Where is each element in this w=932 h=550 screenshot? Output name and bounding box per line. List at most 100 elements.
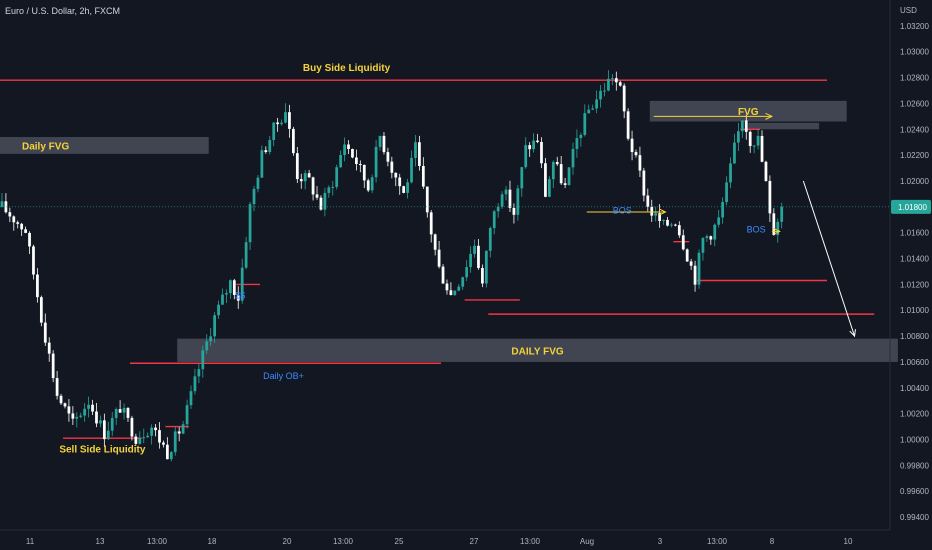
candle-body [445, 283, 449, 291]
candle-body [693, 265, 697, 285]
x-tick-label: 20 [283, 537, 292, 546]
candle-body [142, 437, 146, 439]
candle-body [630, 138, 634, 153]
y-tick-label: 1.01200 [900, 280, 929, 289]
candle-body [780, 206, 784, 222]
candle-body [185, 405, 189, 425]
bos-label-2: BOS [747, 225, 766, 235]
candle-body [646, 195, 650, 207]
candle-body [79, 415, 83, 417]
candle-body [638, 155, 642, 171]
candle-body [737, 131, 740, 143]
candle-body [268, 139, 272, 153]
candle-body [24, 229, 27, 233]
y-tick-label: 1.02800 [900, 74, 929, 83]
price-axis[interactable]: 1.03200 1.03000 1.02800 1.02600 1.02400 1.022… [900, 22, 929, 522]
candle-body [595, 99, 598, 109]
candle-body [158, 430, 161, 443]
candle-body [99, 420, 102, 424]
candle-body [154, 427, 157, 431]
candle-body [516, 188, 520, 215]
candle-body [264, 150, 268, 153]
y-tick-label: 0.99800 [900, 461, 929, 470]
candle-body [500, 194, 504, 207]
candle-body [744, 120, 748, 132]
x-tick-label: 27 [470, 537, 479, 546]
candle-body [547, 179, 551, 197]
time-axis[interactable]: 11 13 13:00 18 20 13:00 25 27 13:00 Aug 3 13:00 8 10 [26, 537, 853, 546]
candle-body [504, 189, 508, 195]
candle-body [402, 186, 406, 193]
x-tick-label: 8 [770, 537, 775, 546]
fvg-right-small-zone [748, 122, 820, 130]
candle-body [370, 177, 374, 191]
y-tick-label: 1.02400 [900, 125, 929, 134]
candle-body [662, 219, 665, 222]
candle-body [339, 155, 343, 168]
daily-ob-label: Daily OB+ [263, 371, 304, 381]
buy-side-liquidity-label: Buy Side Liquidity [303, 63, 391, 74]
candle-body [764, 161, 768, 181]
candle-body [303, 173, 307, 182]
currency-label: USD [900, 6, 917, 15]
candle-body [256, 177, 260, 189]
candle-body [327, 187, 331, 193]
candle-body [146, 435, 150, 438]
candle-body [544, 163, 547, 197]
candle-body [59, 395, 63, 404]
candle-body [571, 148, 575, 168]
candle-body [315, 194, 319, 198]
candle-body [12, 216, 16, 223]
candle-body [213, 315, 217, 337]
candle-body [197, 369, 201, 377]
candle-body [114, 409, 118, 418]
candle-body [559, 164, 563, 184]
x-tick-label: 13:00 [333, 537, 354, 546]
candle-body [299, 179, 303, 182]
candle-body [512, 207, 516, 215]
candle-body [51, 353, 55, 379]
candle-body [307, 173, 311, 178]
candle-body [221, 294, 224, 305]
candle-body [721, 202, 725, 218]
candle-body [658, 213, 662, 222]
candle-body [520, 167, 524, 189]
candle-body [20, 223, 24, 230]
candle-body [437, 249, 441, 267]
candle-body [0, 201, 4, 207]
candle-body [457, 286, 461, 291]
ss-label: $$ [235, 291, 245, 301]
candle-body [461, 277, 465, 287]
y-tick-label: 1.02600 [900, 99, 929, 108]
levels-layer [0, 79, 875, 439]
candle-body [748, 131, 752, 147]
candle-body [28, 232, 31, 247]
candle-body [776, 221, 780, 236]
projection-arrow-head [849, 329, 856, 338]
candle-body [587, 109, 591, 114]
candle-body [276, 122, 280, 125]
candle-body [67, 406, 71, 414]
candle-body [47, 342, 51, 354]
candle-body [414, 142, 417, 158]
candle-body [150, 427, 153, 436]
candle-body [425, 186, 429, 213]
x-tick-label: 25 [395, 537, 404, 546]
candles-layer [0, 70, 784, 462]
candle-body [642, 170, 646, 196]
candle-body [709, 236, 713, 240]
candle-body [173, 431, 177, 453]
candle-body [386, 152, 390, 162]
candle-body [323, 192, 327, 210]
candle-body [83, 408, 87, 416]
candle-body [225, 293, 228, 295]
annotations-layer: Buy Side Liquidity Sell Side Liquidity Dai… [59, 63, 765, 455]
candle-body [622, 85, 626, 112]
candle-body [102, 420, 106, 440]
x-tick-label: 11 [26, 537, 35, 546]
candle-body [536, 140, 539, 142]
candle-body [677, 225, 681, 236]
candle-body [610, 78, 614, 80]
